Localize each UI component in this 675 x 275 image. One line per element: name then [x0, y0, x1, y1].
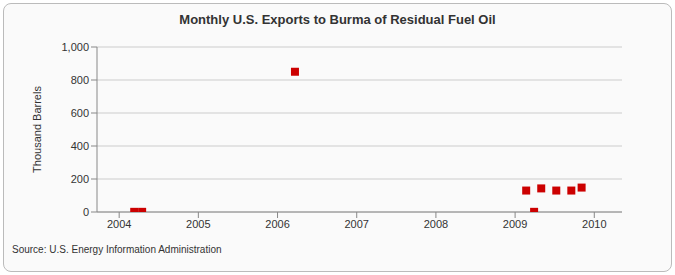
svg-text:400: 400 [71, 140, 89, 152]
svg-text:2005: 2005 [186, 218, 210, 230]
svg-text:0: 0 [83, 206, 89, 218]
svg-text:2010: 2010 [582, 218, 606, 230]
html-text:Monthly U.S. Exports to Burma: Monthly U.S. Exports to Burma of Residua… [179, 12, 496, 27]
html-text:Source: U.S. Energy Informatio: Source: U.S. Energy Information Administ… [12, 244, 222, 255]
svg-text:200: 200 [71, 173, 89, 185]
svg-text:2007: 2007 [344, 218, 368, 230]
svg-text:1,000: 1,000 [61, 41, 89, 53]
svg-text:2004: 2004 [107, 218, 131, 230]
svg-text:2008: 2008 [424, 218, 448, 230]
svg-text:2009: 2009 [503, 218, 527, 230]
svg-text:800: 800 [71, 74, 89, 86]
svg-text:Thousand Barrels: Thousand Barrels [31, 86, 43, 173]
svg-text:2006: 2006 [265, 218, 289, 230]
svg-text:600: 600 [71, 107, 89, 119]
